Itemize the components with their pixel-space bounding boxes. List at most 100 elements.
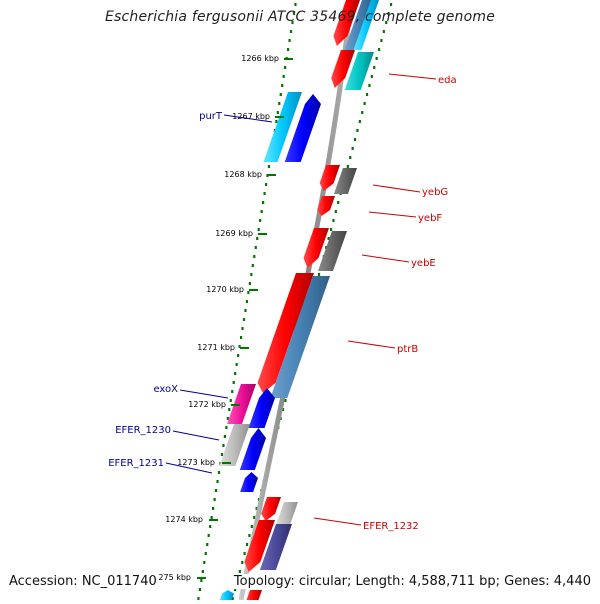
- scale-dot: [358, 120, 361, 123]
- scale-dot: [389, 3, 393, 6]
- scale-dot: [373, 66, 376, 69]
- gene-labels-left: purT exoX EFER_1230 EFER_1231: [108, 111, 273, 474]
- gene-arrow-cyan[interactable]: [219, 590, 234, 602]
- gene-block-gray[interactable]: [333, 168, 357, 194]
- scale-dot: [226, 417, 229, 420]
- gene-arrow-red[interactable]: [331, 50, 355, 88]
- scale-dot: [242, 318, 246, 321]
- scale-dot: [292, 12, 296, 15]
- scale-dot: [222, 444, 225, 447]
- gene-arrow-yebG[interactable]: [319, 165, 340, 191]
- scale-dot: [262, 201, 265, 204]
- scale-dot: [255, 507, 258, 510]
- scale-dot: [349, 156, 352, 159]
- scale-dot: [217, 471, 221, 474]
- gene-label-EFER_1231[interactable]: EFER_1231: [108, 458, 164, 469]
- gene-block-gray[interactable]: [318, 231, 347, 271]
- scale-dot: [281, 408, 285, 411]
- scale-dot: [375, 57, 378, 60]
- tick-label: 1268 kbp: [224, 170, 262, 179]
- scale-dot: [233, 588, 237, 591]
- scale-dot: [368, 84, 371, 87]
- gene-arrow-red[interactable]: [333, 0, 360, 46]
- label-leader: [179, 389, 229, 399]
- gene-label-EFER_1230[interactable]: EFER_1230: [115, 425, 171, 436]
- gene-block-red[interactable]: [245, 590, 262, 602]
- scale-dot: [207, 534, 210, 537]
- genome-info-text: Topology: circular; Length: 4,588,711 bp…: [231, 574, 591, 589]
- gene-block-lightgray[interactable]: [275, 502, 298, 526]
- genome-title: Escherichia fergusonii ATCC 35469, compl…: [104, 9, 496, 25]
- scale-dot: [235, 363, 238, 366]
- gene-arrow-EFER_1231[interactable]: [240, 472, 258, 492]
- scale-dot: [243, 552, 246, 555]
- scale-dot: [278, 102, 281, 105]
- scale-dot: [231, 390, 234, 393]
- gene-block-steel[interactable]: [270, 276, 330, 398]
- scale-dot: [380, 39, 383, 42]
- scale-dot: [214, 489, 218, 492]
- tick-label: 1271 kbp: [197, 343, 235, 352]
- scale-dot: [212, 507, 215, 510]
- scale-dot: [279, 93, 282, 96]
- scale-dot: [260, 210, 263, 213]
- gene-arrow-yebE[interactable]: [303, 228, 330, 268]
- scale-dot: [203, 561, 206, 564]
- gene-label-yebE[interactable]: yebE: [411, 258, 436, 269]
- scale-dot: [223, 435, 226, 438]
- gene-arrow-EFER_1232[interactable]: [261, 497, 281, 521]
- scale-dot: [253, 516, 256, 519]
- gene-label-purT[interactable]: purT: [199, 111, 223, 122]
- gene-arrow-ptrB[interactable]: [257, 273, 315, 393]
- scale-dot: [250, 525, 253, 528]
- scale-dot: [204, 552, 207, 555]
- scale-dot: [284, 399, 287, 402]
- scale-dot: [387, 12, 390, 15]
- scale-dot: [200, 579, 203, 582]
- gene-arrow-blue[interactable]: [239, 428, 266, 470]
- scale-dot: [239, 336, 243, 339]
- scale-dot: [237, 354, 240, 357]
- gene-block-purT[interactable]: [263, 92, 303, 162]
- scale-dot: [251, 264, 254, 267]
- gene-arrow-red[interactable]: [244, 520, 275, 572]
- gene-labels-right: eda yebG yebF yebE ptrB EFER_1232: [313, 73, 457, 532]
- gene-arrow-blue[interactable]: [284, 94, 321, 162]
- scale-dot: [281, 84, 284, 87]
- scale-dot: [213, 498, 216, 501]
- gene-label-EFER_1232[interactable]: EFER_1232: [363, 521, 419, 532]
- label-leader: [313, 517, 362, 526]
- gene-block-steel[interactable]: [344, 0, 373, 50]
- scale-dot: [361, 111, 364, 114]
- scale-dot: [275, 120, 278, 123]
- gene-block-EFER_1230[interactable]: [219, 424, 250, 466]
- label-leader: [368, 211, 417, 218]
- scale-dot: [245, 300, 249, 303]
- gene-block-eda[interactable]: [344, 52, 374, 90]
- tick-label: 1270 kbp: [206, 285, 244, 294]
- scale-dot: [238, 345, 241, 348]
- gene-block-cyan[interactable]: [353, 0, 380, 50]
- gene-label-exoX[interactable]: exoX: [153, 384, 178, 395]
- scale-dot: [327, 237, 330, 240]
- gene-label-eda[interactable]: eda: [438, 75, 457, 86]
- gene-arrow-yebF[interactable]: [317, 196, 335, 216]
- gene-arrow-blue[interactable]: [248, 388, 276, 428]
- scale-dot: [276, 111, 279, 114]
- scale-dot: [234, 372, 237, 375]
- gene-block-slate[interactable]: [259, 524, 292, 570]
- scale-dot: [291, 21, 294, 24]
- scale-dot: [201, 570, 204, 573]
- scale-dot: [334, 210, 337, 213]
- scale-dot: [245, 543, 249, 546]
- gene-label-ptrB[interactable]: ptrB: [397, 344, 418, 355]
- scale-dot: [228, 408, 231, 411]
- tick-label: 1266 kbp: [241, 54, 279, 63]
- label-leader: [347, 340, 396, 349]
- gene-block-exoX[interactable]: [227, 384, 256, 424]
- scale-dot: [282, 75, 285, 78]
- gene-label-yebG[interactable]: yebG: [422, 187, 448, 198]
- gene-label-yebF[interactable]: yebF: [418, 213, 442, 224]
- scale-dot: [248, 282, 251, 285]
- label-leader: [165, 462, 213, 474]
